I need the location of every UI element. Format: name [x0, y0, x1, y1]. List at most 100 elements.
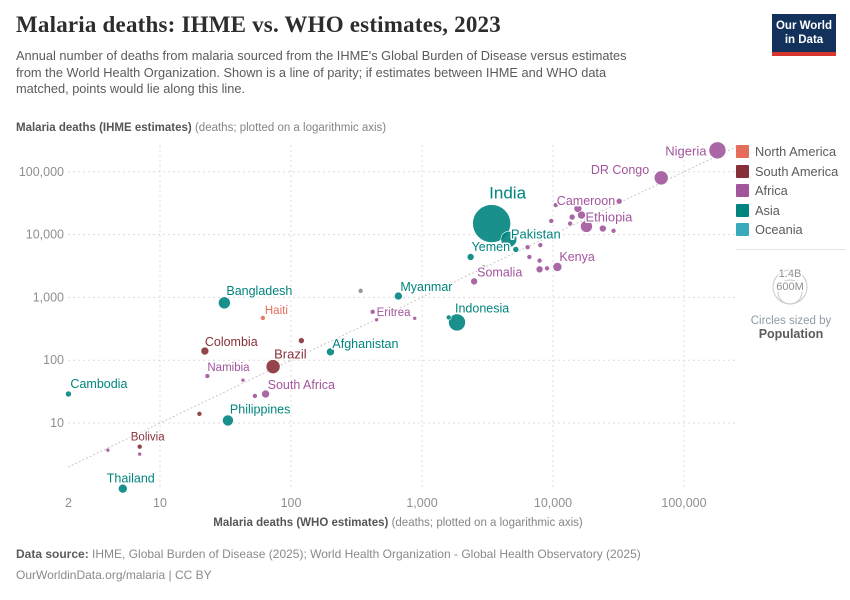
scatter-point[interactable]	[196, 411, 203, 417]
scatter-point-colombia[interactable]	[200, 346, 210, 356]
scatter-point-haiti[interactable]	[260, 315, 266, 321]
scatter-point-pakistan[interactable]	[500, 231, 518, 248]
owid-logo[interactable]: Our World in Data	[772, 14, 836, 56]
size-legend-circles: 1.4B 600M	[772, 267, 808, 305]
chart-footer: Data source: IHME, Global Burden of Dise…	[16, 544, 836, 586]
scatter-point-bangladesh[interactable]	[218, 296, 231, 310]
scatter-point[interactable]	[240, 377, 246, 383]
legend-divider	[736, 249, 846, 250]
scatter-point[interactable]	[544, 265, 550, 272]
point-label-colombia: Colombia	[205, 335, 258, 349]
owid-logo-line1: Our World	[775, 20, 832, 32]
x-tick-label: 1,000	[406, 496, 437, 510]
x-tick-label: 2	[65, 496, 72, 510]
scatter-point-myanmar[interactable]	[394, 291, 403, 301]
x-tick-label: 100,000	[661, 496, 706, 510]
page-title: Malaria deaths: IHME vs. WHO estimates, …	[16, 12, 501, 37]
owid-link[interactable]: OurWorldinData.org/malaria | CC BY	[16, 568, 212, 582]
y-tick-label: 10	[50, 416, 64, 430]
scatter-point-philippines[interactable]	[222, 414, 234, 427]
legend-label: South America	[755, 163, 839, 179]
scatter-point[interactable]	[532, 232, 538, 238]
scatter-point-thailand[interactable]	[117, 483, 128, 494]
point-label-south-africa: South Africa	[268, 378, 335, 392]
scatter-point[interactable]	[105, 447, 111, 453]
scatter-point-india[interactable]	[472, 204, 511, 243]
scatter-point-namibia[interactable]	[204, 373, 211, 379]
size-legend-caption-bold: Population	[758, 327, 824, 341]
size-legend-caption: Circles sized by	[750, 315, 832, 327]
scatter-point-eritrea[interactable]	[369, 308, 376, 315]
scatter-point[interactable]	[374, 317, 379, 323]
scatter-point-dr-congo[interactable]	[653, 170, 669, 186]
chart-header: Malaria deaths: IHME vs. WHO estimates, …	[16, 12, 756, 98]
scatter-point[interactable]	[512, 246, 520, 253]
continent-legend: North America South America Africa Asia Ocea…	[736, 144, 848, 341]
scatter-point[interactable]	[445, 314, 452, 321]
scatter-point-bolivia[interactable]	[136, 443, 143, 450]
scatter-point[interactable]	[524, 244, 531, 251]
legend-item-south-america[interactable]: South America	[736, 164, 848, 179]
scatter-point-somalia[interactable]	[470, 277, 478, 286]
point-label-brazil: Brazil	[274, 347, 307, 362]
point-label-eritrea: Eritrea	[377, 307, 411, 319]
scatter-point-brazil[interactable]	[265, 359, 281, 374]
scatter-point-afghanistan[interactable]	[326, 347, 335, 357]
legend-item-oceania[interactable]: Oceania	[736, 222, 848, 237]
scatter-point[interactable]	[537, 242, 544, 248]
scatter-point-nigeria[interactable]	[708, 141, 727, 160]
point-label-philippines: Philippines	[230, 402, 290, 416]
scatter-point[interactable]	[357, 288, 364, 294]
scatter-point-indonesia[interactable]	[448, 313, 466, 332]
legend-swatch-asia	[736, 203, 749, 217]
point-label-indonesia: Indonesia	[455, 301, 509, 315]
point-label-namibia: Namibia	[207, 362, 250, 374]
scatter-point[interactable]	[548, 218, 555, 224]
point-label-ethiopia: Ethiopia	[585, 209, 633, 224]
legend-item-africa[interactable]: Africa	[736, 183, 848, 198]
point-label-cambodia: Cambodia	[70, 377, 127, 391]
scatter-point[interactable]	[481, 264, 486, 270]
point-label-thailand: Thailand	[107, 472, 155, 486]
scatter-point[interactable]	[526, 254, 533, 260]
scatter-point-yemen[interactable]	[466, 253, 475, 261]
scatter-point[interactable]	[610, 227, 617, 234]
scatter-point[interactable]	[573, 204, 583, 213]
y-tick-label: 10,000	[26, 228, 64, 242]
scatter-point[interactable]	[412, 315, 418, 321]
legend-item-north-america[interactable]: North America	[736, 144, 848, 159]
y-axis-title-bold: Malaria deaths (IHME estimates)	[16, 122, 192, 134]
size-label-small: 600M	[776, 281, 804, 293]
scatter-point-kenya[interactable]	[552, 262, 563, 272]
scatter-point[interactable]	[536, 257, 543, 264]
chart-subtitle: Annual number of deaths from malaria sou…	[16, 48, 756, 98]
scatter-point-cambodia[interactable]	[65, 390, 72, 398]
legend-label: Asia	[755, 202, 780, 218]
x-tick-label: 10	[153, 496, 167, 510]
x-axis-title-bold: Malaria deaths (WHO estimates)	[213, 517, 389, 529]
subtitle-line: from the World Health Organization. Show…	[16, 64, 607, 80]
scatter-point[interactable]	[568, 213, 576, 221]
scatter-point-south-africa[interactable]	[261, 389, 270, 399]
size-label-large: 1.4B	[779, 268, 802, 280]
point-label-yemen: Yemen	[472, 240, 511, 254]
scatter-point[interactable]	[535, 265, 544, 274]
legend-label: North America	[755, 144, 837, 159]
data-source-text: IHME, Global Burden of Disease (2025); W…	[88, 547, 641, 561]
scatter-point[interactable]	[137, 451, 143, 457]
scatter-point[interactable]	[599, 224, 607, 233]
scatter-point-ethiopia[interactable]	[580, 220, 593, 233]
scatter-point[interactable]	[552, 202, 559, 208]
legend-item-asia[interactable]: Asia	[736, 203, 848, 218]
y-tick-label: 100,000	[19, 165, 64, 179]
scatter-point[interactable]	[577, 210, 586, 220]
scatter-point[interactable]	[298, 337, 305, 344]
scatter-point-cameroon[interactable]	[615, 197, 623, 205]
scatter-point[interactable]	[252, 393, 258, 399]
scatter-point[interactable]	[567, 220, 573, 227]
point-label-dr-congo: DR Congo	[591, 163, 649, 177]
point-label-haiti: Haiti	[265, 305, 288, 317]
point-label-somalia: Somalia	[477, 265, 522, 279]
legend-items: North America South America Africa Asia Ocea…	[736, 144, 848, 237]
